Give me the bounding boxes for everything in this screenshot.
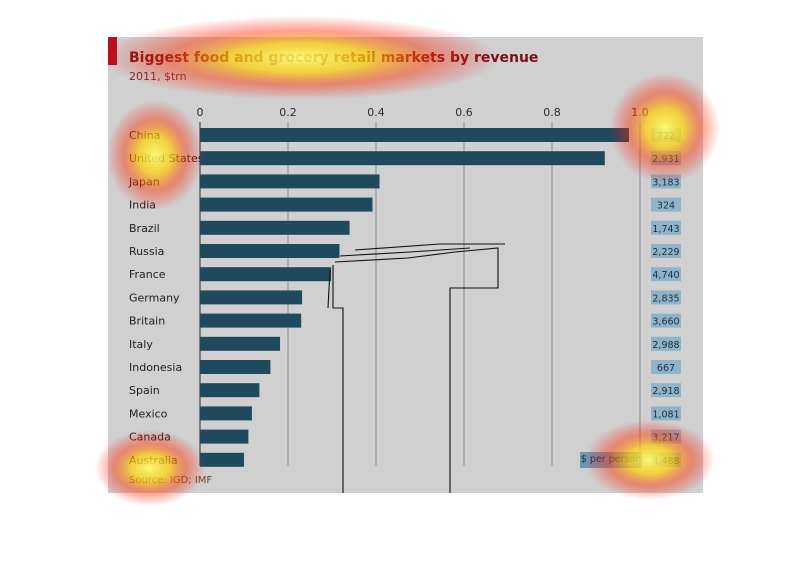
bar xyxy=(200,128,629,142)
bar xyxy=(200,406,252,421)
per-person-box xyxy=(651,244,681,258)
category-label: Brazil xyxy=(129,222,160,235)
tick-label: 0 xyxy=(197,106,204,119)
bar xyxy=(200,174,380,189)
per-person-value: 1,081 xyxy=(652,409,679,420)
per-person-box xyxy=(651,383,681,398)
per-person-value: 1,743 xyxy=(652,224,679,235)
bar xyxy=(200,452,244,467)
chart-source: Source: IGD; IMF xyxy=(129,475,213,486)
bar xyxy=(200,267,332,282)
category-label: Canada xyxy=(129,431,171,444)
bar xyxy=(200,290,303,305)
bar xyxy=(200,151,605,166)
per-person-box xyxy=(651,220,681,235)
bar xyxy=(200,383,260,398)
category-label: Japan xyxy=(128,175,160,188)
per-person-value: 2,931 xyxy=(652,154,679,165)
bar xyxy=(200,197,373,212)
per-person-box xyxy=(651,336,681,351)
per-person-value: 4,488 xyxy=(652,456,679,467)
per-person-value: 3,660 xyxy=(652,317,679,328)
category-label: France xyxy=(129,268,166,281)
category-label: Britain xyxy=(129,315,165,328)
category-label: Indonesia xyxy=(129,361,182,374)
per-person-value: 2,988 xyxy=(652,340,679,351)
category-label: Spain xyxy=(129,384,160,397)
category-label: Russia xyxy=(129,245,164,258)
tick-label: 0.2 xyxy=(279,106,297,119)
category-label: India xyxy=(129,199,156,212)
tick-label: 1.0 xyxy=(631,106,649,119)
per-person-box xyxy=(651,267,681,282)
per-person-box xyxy=(651,406,681,421)
bar xyxy=(200,360,271,374)
per-person-value: 2,918 xyxy=(652,386,679,397)
category-label: United States xyxy=(129,152,204,165)
per-person-box xyxy=(651,197,681,212)
category-label: Mexico xyxy=(129,407,168,420)
per-person-box xyxy=(651,290,681,305)
per-person-value: 667 xyxy=(657,363,675,374)
per-person-value: 3,217 xyxy=(652,433,679,444)
per-person-value: 4,740 xyxy=(652,270,679,281)
tick-label: 0.8 xyxy=(543,106,561,119)
per-person-value: 324 xyxy=(657,201,675,212)
bar xyxy=(200,220,350,235)
chart-subtitle: 2011, $trn xyxy=(129,70,187,83)
tick-label: 0.6 xyxy=(455,106,473,119)
category-label: Italy xyxy=(129,338,153,351)
category-label: China xyxy=(129,129,160,142)
per-person-value: 3,183 xyxy=(652,177,679,188)
per-person-value: 2,229 xyxy=(652,247,679,258)
bar xyxy=(200,313,302,328)
per-person-value: 722 xyxy=(657,131,675,142)
per-person-box xyxy=(651,360,681,374)
per-person-box xyxy=(651,313,681,328)
bar xyxy=(200,336,281,351)
bar xyxy=(200,244,340,258)
chart-title: Biggest food and grocery retail markets … xyxy=(129,50,539,66)
category-label: Australia xyxy=(129,454,178,467)
bar xyxy=(200,429,249,444)
per-person-label: $ per person xyxy=(580,452,642,468)
category-label: Germany xyxy=(129,291,180,304)
per-person-value: 2,835 xyxy=(652,293,679,304)
tick-label: 0.4 xyxy=(367,106,385,119)
